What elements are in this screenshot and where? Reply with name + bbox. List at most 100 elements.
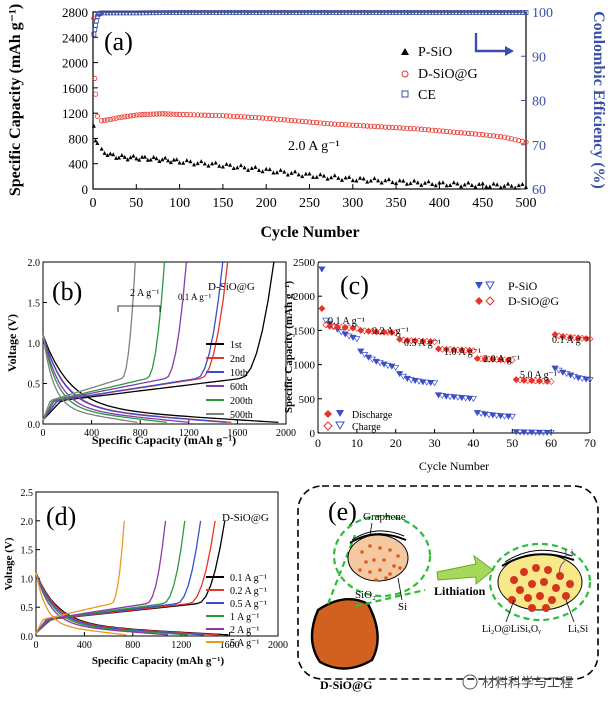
a-point-psio	[157, 159, 162, 164]
a-point-dsiog	[92, 91, 99, 97]
c-point-psio	[547, 429, 555, 436]
a-point-ce	[153, 10, 159, 16]
a-point-ce	[317, 10, 322, 15]
panel-d-frame	[35, 491, 279, 637]
pointer-si	[397, 577, 403, 601]
panel-a-label: (a)	[104, 27, 133, 56]
lixsi-dot	[562, 592, 570, 600]
a-point-dsiog	[288, 117, 295, 124]
si-nanodot	[368, 544, 372, 548]
a-point-psio	[217, 163, 222, 168]
a-point-ce	[446, 10, 452, 15]
a-point-ce	[280, 10, 286, 15]
c-point-psio	[392, 364, 400, 372]
a-point-dsiog	[259, 115, 266, 121]
a-point-ce	[227, 10, 232, 15]
a-point-psio	[148, 157, 153, 162]
legend-marker-psio	[401, 48, 409, 55]
d-legend-label: 0.1 A g⁻¹	[230, 573, 267, 584]
c-point-psio	[508, 413, 516, 420]
a-point-dsiog	[418, 126, 424, 132]
d-legend-label: 0.2 A g⁻¹	[230, 586, 267, 597]
c-ytick-label: 500	[299, 394, 316, 406]
a-point-dsiog	[425, 127, 432, 133]
a-point-psio	[108, 151, 113, 156]
a-point-dsiog	[130, 112, 137, 119]
a-point-ce	[403, 10, 409, 15]
graphene-layer-after-2	[504, 549, 573, 563]
pointer-graphene	[369, 522, 373, 536]
c-point-psio	[516, 429, 524, 436]
a-point-dsiog	[444, 128, 450, 135]
label-lithiation: Lithiation	[434, 584, 486, 598]
a-point-ce	[257, 10, 262, 15]
a-point-dsiog	[231, 113, 237, 119]
pointer-product-1	[505, 599, 515, 623]
a-point-ce	[290, 10, 296, 15]
d-ytick-label: 2.5	[21, 488, 34, 499]
a-point-psio	[188, 159, 193, 164]
a-point-psio	[264, 166, 269, 171]
a-point-psio	[154, 156, 159, 161]
label-si: Si	[398, 601, 407, 613]
a-xtick-label: 0	[90, 196, 97, 211]
a-point-psio	[289, 170, 294, 175]
a-point-ce	[105, 10, 110, 16]
a-point-ce	[353, 10, 359, 15]
panel-d-xlabel: Specific Capacity (mAh g⁻¹)	[92, 655, 225, 667]
a-point-psio	[119, 153, 124, 158]
a-point-dsiog	[125, 113, 131, 119]
a-point-ce	[187, 10, 192, 15]
a-point-ce	[307, 10, 312, 15]
a-point-psio	[376, 178, 381, 183]
a-point-dsiog	[205, 112, 212, 118]
c-point-dsiog	[508, 356, 516, 364]
a-point-dsiog	[501, 134, 507, 140]
a-point-ce	[460, 10, 466, 15]
a-point-dsiog	[440, 128, 446, 134]
panel-e-schematic: (e) Graphene SiO₂ Si Lithiation Li Li₂O@…	[297, 485, 599, 692]
c-point-psio	[559, 369, 567, 376]
a-point-ce	[400, 10, 406, 15]
a-point-dsiog	[480, 132, 486, 138]
a-point-psio	[408, 181, 413, 186]
a-point-psio	[300, 174, 305, 179]
a-point-dsiog	[429, 127, 435, 133]
a-point-psio	[524, 184, 528, 189]
a-point-dsiog	[159, 111, 165, 117]
c-rate-label: 2.0 A g⁻¹	[483, 354, 520, 365]
c-ytick-label: 2500	[293, 257, 316, 269]
c-point-psio	[485, 412, 493, 419]
panel-c-legend-psio: P-SiO	[508, 279, 538, 293]
a-point-psio	[246, 167, 251, 172]
a-point-ce	[111, 10, 116, 16]
a-point-ce	[193, 10, 199, 15]
c-point-dsiog	[392, 329, 400, 337]
a-point-ce	[410, 10, 416, 15]
a-point-psio	[151, 154, 156, 159]
c-point-psio	[318, 266, 326, 273]
a-point-ce	[340, 10, 346, 15]
a-point-psio	[394, 181, 399, 186]
a-point-ce	[140, 10, 146, 16]
a-point-dsiog	[379, 124, 385, 130]
a-point-psio	[95, 140, 100, 145]
panel-e-label: (e)	[328, 497, 357, 526]
lithiation-arrow	[436, 554, 494, 586]
a-point-ce	[253, 10, 259, 15]
a-point-psio	[235, 165, 240, 170]
a-point-dsiog	[234, 113, 240, 120]
a-point-ce	[230, 10, 236, 15]
panel-b-ylabel: Voltage (V)	[5, 314, 19, 372]
a-point-ce	[490, 10, 496, 15]
a-point-psio	[466, 180, 471, 185]
c-point-psio	[477, 410, 485, 417]
d-discharge-curve	[35, 572, 169, 636]
c-point-psio	[438, 393, 446, 400]
a-point-dsiog	[110, 116, 116, 122]
c-point-psio	[454, 394, 462, 401]
c-point-dsiog	[353, 324, 361, 332]
a-point-psio	[354, 178, 359, 183]
a-point-ce	[210, 10, 216, 15]
a-point-psio	[242, 165, 247, 170]
